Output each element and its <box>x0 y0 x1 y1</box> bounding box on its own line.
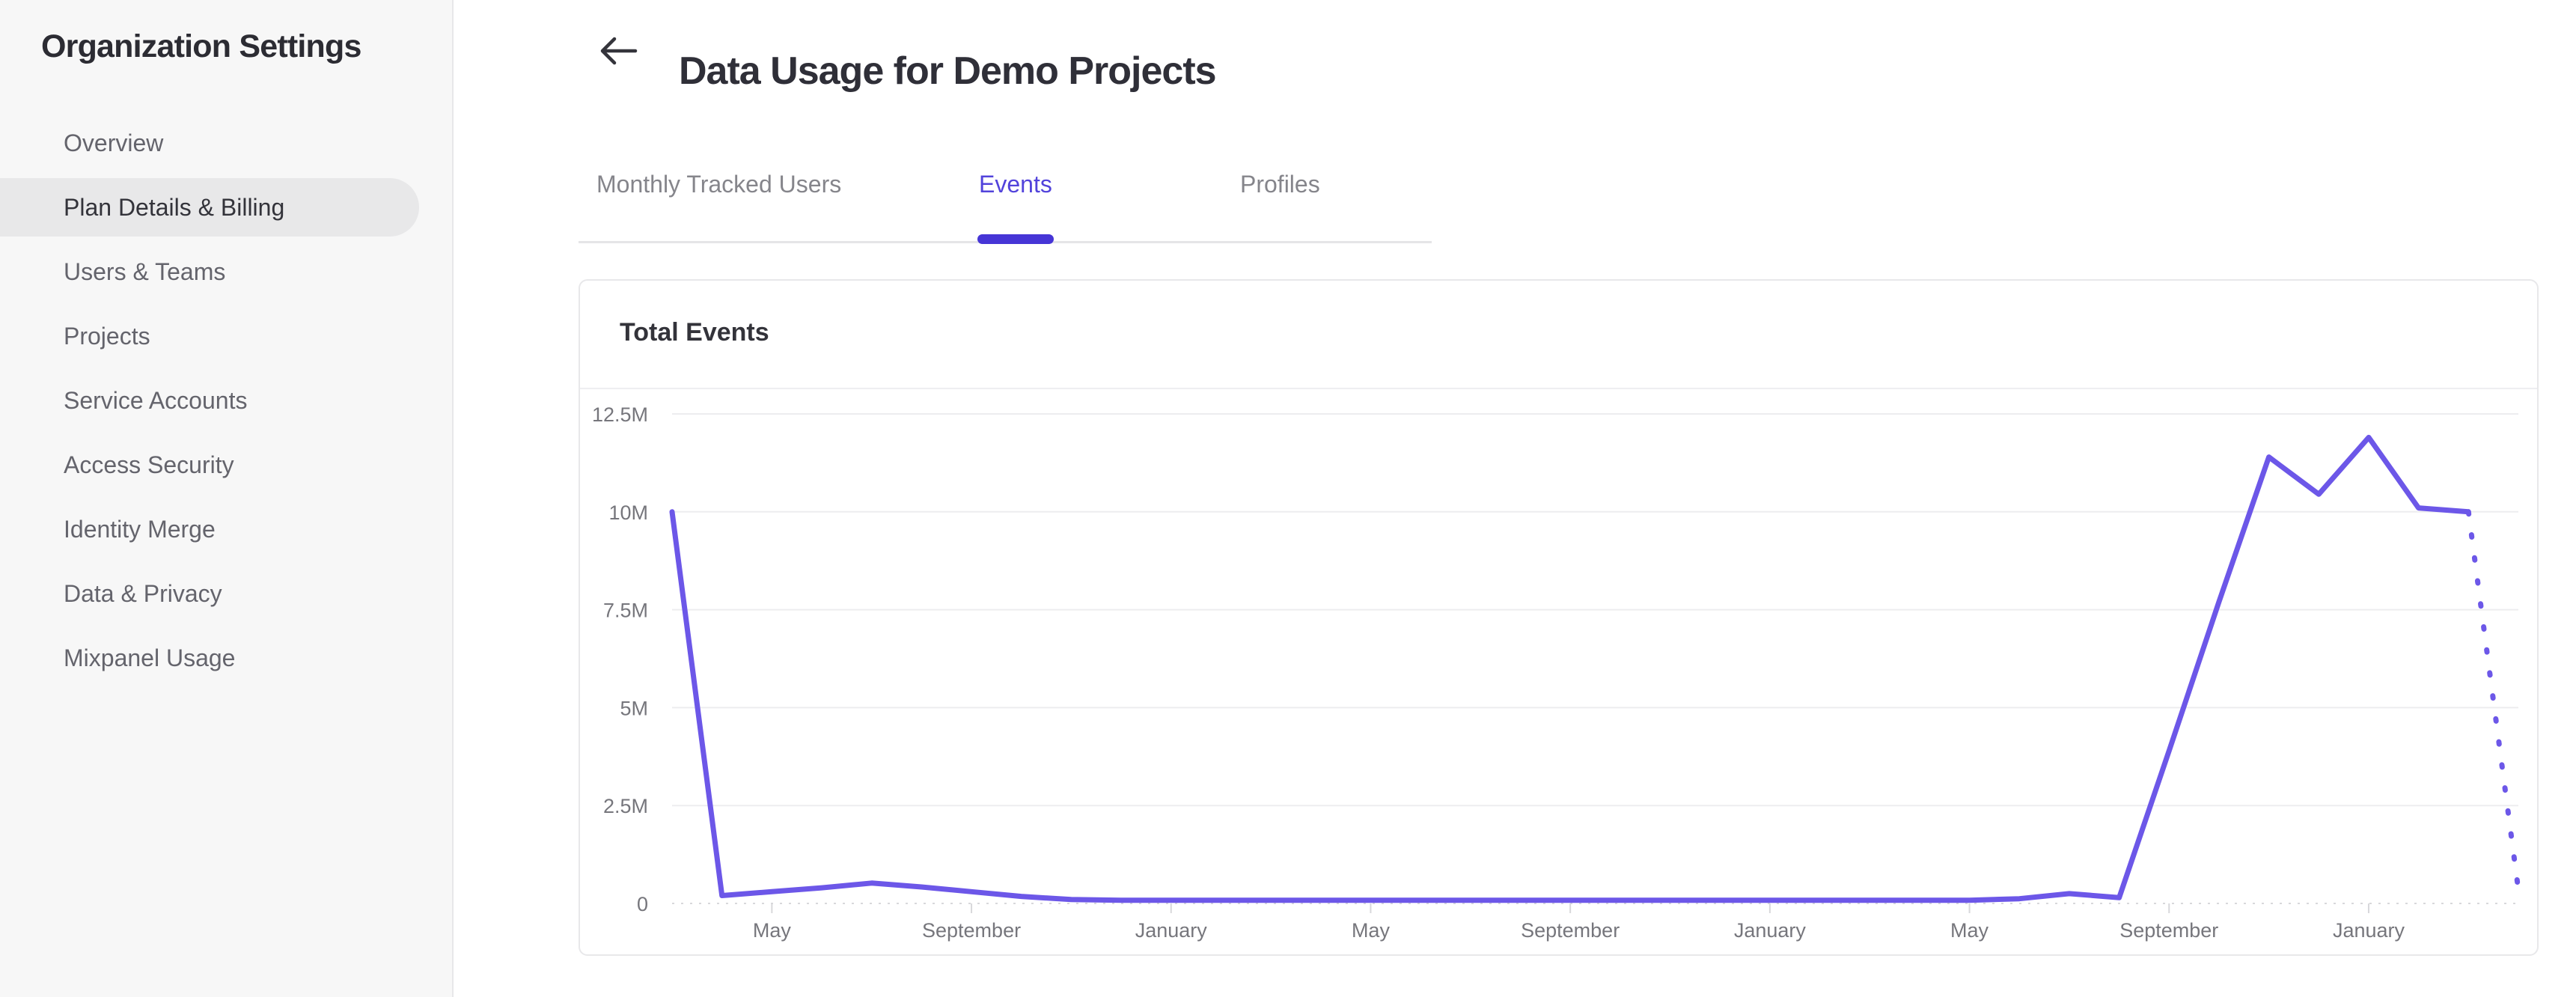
x-axis-label: September <box>922 919 1021 942</box>
x-axis-label: January <box>1734 919 1807 942</box>
back-button[interactable] <box>595 30 643 72</box>
tab-events[interactable]: Events <box>977 171 1054 244</box>
sidebar-item-identity-merge[interactable]: Identity Merge <box>0 497 452 561</box>
sidebar-item-projects[interactable]: Projects <box>0 304 452 368</box>
sidebar-item-label: Mixpanel Usage <box>64 644 236 671</box>
sidebar: Organization Settings Overview Plan Detai… <box>0 0 454 997</box>
sidebar-item-label: Access Security <box>64 451 234 478</box>
sidebar-item-access-security[interactable]: Access Security <box>0 433 452 497</box>
sidebar-item-users-and-teams[interactable]: Users & Teams <box>0 240 452 304</box>
sidebar-nav: Overview Plan Details & Billing Users & Te… <box>0 111 452 690</box>
sidebar-item-label: Users & Teams <box>64 257 226 285</box>
page-title: Data Usage for Demo Projects <box>679 49 1217 93</box>
y-axis-label: 7.5M <box>603 600 648 622</box>
sidebar-item-service-accounts[interactable]: Service Accounts <box>0 368 452 433</box>
x-axis-label: May <box>1352 919 1391 942</box>
x-axis-label: January <box>2333 919 2405 942</box>
tab-monthly-tracked-users[interactable]: Monthly Tracked Users <box>596 171 842 198</box>
sidebar-item-mixpanel-usage[interactable]: Mixpanel Usage <box>0 626 452 690</box>
sidebar-item-plan-details-and-billing[interactable]: Plan Details & Billing <box>0 178 419 237</box>
card-divider <box>580 388 2537 389</box>
sidebar-item-overview[interactable]: Overview <box>0 111 452 175</box>
tab-profiles[interactable]: Profiles <box>1240 171 1320 198</box>
y-axis-label: 0 <box>637 893 648 915</box>
sidebar-item-data-and-privacy[interactable]: Data & Privacy <box>0 561 452 626</box>
sidebar-item-label: Service Accounts <box>64 386 248 414</box>
events-line <box>669 434 2471 903</box>
sidebar-item-label: Data & Privacy <box>64 579 222 607</box>
x-axis-label: September <box>1521 919 1620 942</box>
sidebar-item-label: Projects <box>64 322 150 350</box>
sidebar-item-label: Identity Merge <box>64 515 216 543</box>
card-title: Total Events <box>620 318 769 347</box>
x-axis-label: September <box>2119 919 2218 942</box>
total-events-chart[interactable]: 0 2.5M 5M 7.5M 10M 12.5M May September January Ma… <box>580 389 2537 956</box>
tab-bar: Monthly Tracked Users Events Profiles <box>579 166 1432 244</box>
y-axis-label: 10M <box>608 501 648 524</box>
sidebar-title: Organization Settings <box>41 28 361 64</box>
events-line-projected <box>2465 509 2521 893</box>
x-axis-label: May <box>753 919 792 942</box>
x-axis-label: May <box>1950 919 1989 942</box>
y-axis-label: 5M <box>620 697 648 719</box>
left-arrow-icon <box>595 37 643 74</box>
sidebar-item-label: Plan Details & Billing <box>64 193 285 221</box>
sidebar-item-label: Overview <box>64 129 164 156</box>
y-axis-label: 2.5M <box>603 795 648 817</box>
x-axis-label: January <box>1135 919 1208 942</box>
total-events-card: Total Events 0 2.5M 5M 7.5M 10M 12.5M May Septe… <box>579 279 2539 956</box>
y-axis-label: 12.5M <box>592 403 648 426</box>
